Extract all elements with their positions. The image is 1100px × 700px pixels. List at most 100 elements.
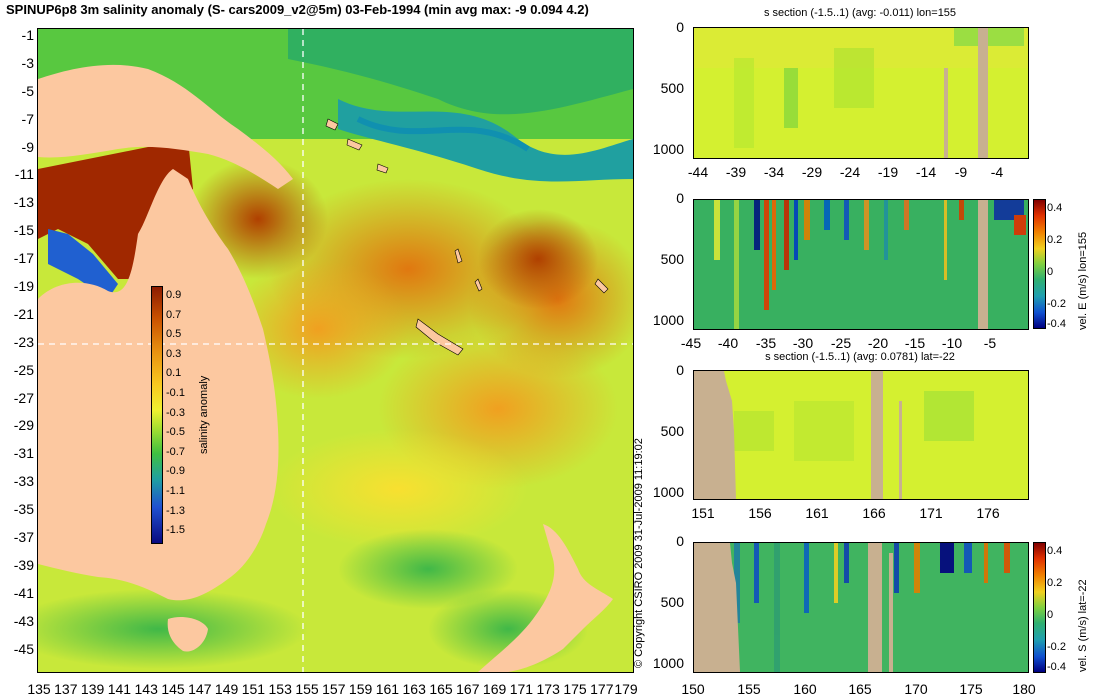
lon-tick: 173 — [536, 681, 560, 697]
lon-tick: 145 — [161, 681, 185, 697]
x-tick: 171 — [919, 505, 943, 521]
cb-tick: 0.2 — [1047, 577, 1063, 589]
x-tick: -39 — [725, 164, 747, 180]
x-tick: 161 — [805, 505, 829, 521]
map-canvas — [38, 29, 633, 672]
x-tick: -14 — [915, 164, 937, 180]
x-tick: 175 — [959, 681, 983, 697]
cb-tick: 0.5 — [166, 328, 182, 341]
velocity-s-colorbar — [1033, 542, 1046, 673]
velocity-e-colorbar-label: vel. E (m/s) lon=155 — [1077, 231, 1089, 330]
section1-plot[interactable] — [693, 27, 1029, 159]
lon-tick: 137 — [54, 681, 78, 697]
x-tick: 170 — [904, 681, 928, 697]
land-new-guinea — [38, 64, 293, 189]
velocity-s-colorbar-label: vel. S (m/s) lat=-22 — [1077, 579, 1089, 672]
lat-tick: -39 — [13, 556, 34, 573]
cb-tick: -0.4 — [1047, 318, 1066, 330]
x-tick: -40 — [717, 335, 739, 351]
x-tick: -29 — [801, 164, 823, 180]
section1-canvas — [694, 28, 1028, 158]
y-tick: 500 — [660, 594, 684, 610]
lat-tick: -17 — [13, 250, 34, 267]
cb-tick: -0.5 — [166, 426, 185, 439]
y-tick: 1000 — [652, 312, 684, 328]
x-tick: -9 — [954, 164, 968, 180]
lon-tick: 159 — [348, 681, 373, 697]
cb-tick: 0.1 — [166, 367, 182, 380]
velocity-e-colorbar — [1033, 199, 1046, 329]
y-tick: 0 — [676, 362, 684, 378]
land-new-zealand — [478, 524, 613, 672]
section4-y-axis: 0 500 1000 — [650, 533, 684, 673]
x-tick: -5 — [983, 335, 997, 351]
section4-plot[interactable] — [693, 542, 1029, 673]
y-tick: 1000 — [652, 484, 684, 500]
section2-plot[interactable] — [693, 199, 1029, 330]
x-tick: -25 — [830, 335, 852, 351]
section2-canvas — [694, 200, 1028, 329]
lat-tick: -19 — [13, 278, 34, 295]
lon-tick: 135 — [27, 681, 51, 697]
lat-tick: -45 — [13, 640, 34, 657]
x-tick: 176 — [976, 505, 1000, 521]
lat-tick: -15 — [13, 222, 34, 239]
lon-tick: 141 — [107, 681, 132, 697]
cb-tick: 0 — [1047, 266, 1054, 278]
lat-tick: -25 — [13, 361, 34, 378]
lon-tick: 143 — [134, 681, 158, 697]
y-tick: 1000 — [652, 655, 684, 671]
x-tick: -19 — [877, 164, 899, 180]
lat-tick: -23 — [13, 333, 34, 350]
lat-tick: -1 — [21, 27, 34, 43]
x-tick: -15 — [904, 335, 926, 351]
cb-tick: 0.2 — [1047, 234, 1063, 246]
lon-tick: 147 — [188, 681, 212, 697]
lon-tick: 157 — [322, 681, 346, 697]
x-tick: -24 — [839, 164, 861, 180]
lat-tick: -3 — [21, 54, 34, 71]
map-title: SPINUP6p8 3m salinity anomaly (S- cars20… — [6, 2, 589, 17]
lon-tick: 167 — [456, 681, 480, 697]
section2-y-axis: 0 500 1000 — [650, 190, 684, 330]
copyright-text: © Copyright CSIRO 2009 31-Jul-2009 11:19… — [633, 438, 645, 668]
lat-tick: -33 — [13, 473, 34, 490]
cb-tick: -0.4 — [1047, 661, 1066, 673]
lon-tick: 161 — [375, 681, 400, 697]
lon-tick: 149 — [214, 681, 239, 697]
x-tick: -20 — [867, 335, 889, 351]
salinity-colorbar — [151, 286, 163, 544]
y-tick: 500 — [660, 423, 684, 439]
lat-tick: -41 — [13, 584, 34, 601]
lon-tick: 155 — [295, 681, 319, 697]
cb-tick: -0.9 — [166, 465, 185, 478]
cb-tick: 0.9 — [166, 289, 182, 301]
y-tick: 0 — [676, 533, 684, 549]
x-tick: 160 — [793, 681, 817, 697]
section3-canvas — [694, 371, 1028, 499]
velocity-e-colorbar-ticks: 0.4 0.2 0 -0.2 -0.4 — [1047, 202, 1066, 332]
x-tick: 151 — [691, 505, 715, 521]
section3-plot[interactable] — [693, 370, 1029, 500]
lon-tick: 163 — [402, 681, 426, 697]
colorbar-label: salinity anomaly — [198, 375, 210, 454]
cb-tick: 0.4 — [1047, 545, 1063, 557]
salinity-map[interactable]: 0.9 0.7 0.5 0.3 0.1 -0.1 -0.3 -0.5 -0.7 … — [37, 28, 634, 673]
x-tick: -44 — [687, 164, 709, 180]
lat-tick: -31 — [13, 445, 34, 462]
x-tick: -35 — [755, 335, 777, 351]
x-tick: 165 — [848, 681, 872, 697]
lat-tick: -43 — [13, 612, 34, 629]
lat-tick: -9 — [21, 138, 34, 155]
cb-tick: 0.7 — [166, 308, 182, 321]
cb-tick: -1.1 — [166, 484, 185, 497]
lon-tick: 177 — [590, 681, 614, 697]
velocity-s-colorbar-ticks: 0.4 0.2 0 -0.2 -0.4 — [1047, 545, 1066, 673]
y-tick: 500 — [660, 251, 684, 267]
x-tick: 156 — [748, 505, 772, 521]
x-tick: 166 — [862, 505, 886, 521]
x-tick: -4 — [990, 164, 1004, 180]
lon-tick: 175 — [563, 681, 587, 697]
x-tick: -10 — [941, 335, 963, 351]
lat-tick: -29 — [13, 417, 34, 434]
